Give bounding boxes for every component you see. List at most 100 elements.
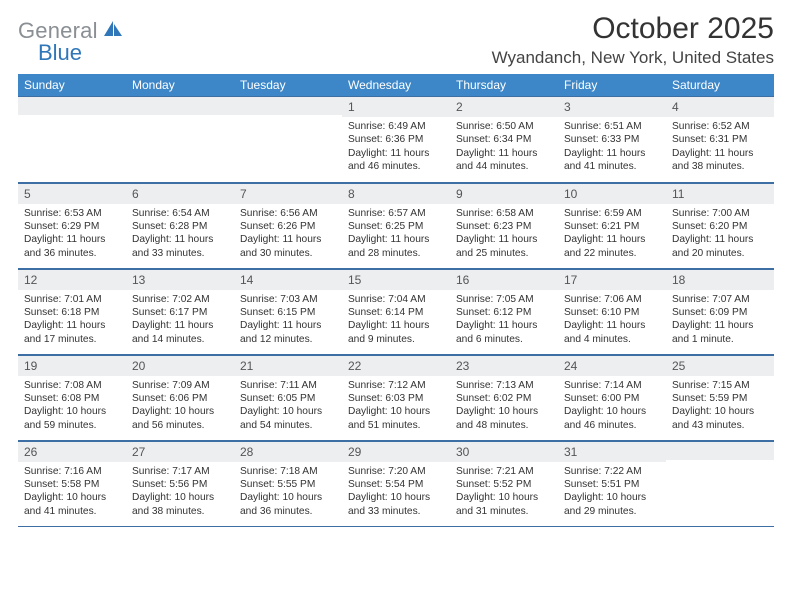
day-header: Friday [558,74,666,96]
calendar-day-cell: 4Sunrise: 6:52 AMSunset: 6:31 PMDaylight… [666,96,774,182]
day-number: 27 [126,441,234,462]
day-number: 19 [18,355,126,376]
day-info: Sunrise: 7:02 AMSunset: 6:17 PMDaylight:… [126,290,234,351]
day-number: 17 [558,269,666,290]
day-info: Sunrise: 6:58 AMSunset: 6:23 PMDaylight:… [450,204,558,265]
calendar-day-cell: 30Sunrise: 7:21 AMSunset: 5:52 PMDayligh… [450,440,558,526]
empty-daynum [234,96,342,115]
calendar-week-row: 19Sunrise: 7:08 AMSunset: 6:08 PMDayligh… [18,354,774,440]
calendar-day-cell: 25Sunrise: 7:15 AMSunset: 5:59 PMDayligh… [666,354,774,440]
calendar-day-cell: 8Sunrise: 6:57 AMSunset: 6:25 PMDaylight… [342,182,450,268]
day-number: 22 [342,355,450,376]
day-info: Sunrise: 6:54 AMSunset: 6:28 PMDaylight:… [126,204,234,265]
calendar-week-row: 26Sunrise: 7:16 AMSunset: 5:58 PMDayligh… [18,440,774,526]
calendar-empty-cell [666,440,774,526]
day-info: Sunrise: 7:05 AMSunset: 6:12 PMDaylight:… [450,290,558,351]
calendar-day-cell: 27Sunrise: 7:17 AMSunset: 5:56 PMDayligh… [126,440,234,526]
day-number: 6 [126,183,234,204]
day-number: 5 [18,183,126,204]
empty-daynum [126,96,234,115]
day-info: Sunrise: 7:21 AMSunset: 5:52 PMDaylight:… [450,462,558,523]
day-number: 29 [342,441,450,462]
calendar-day-cell: 14Sunrise: 7:03 AMSunset: 6:15 PMDayligh… [234,268,342,354]
day-info: Sunrise: 7:11 AMSunset: 6:05 PMDaylight:… [234,376,342,437]
day-info: Sunrise: 7:20 AMSunset: 5:54 PMDaylight:… [342,462,450,523]
day-number: 3 [558,96,666,117]
day-info: Sunrise: 6:57 AMSunset: 6:25 PMDaylight:… [342,204,450,265]
day-header: Wednesday [342,74,450,96]
calendar-day-cell: 18Sunrise: 7:07 AMSunset: 6:09 PMDayligh… [666,268,774,354]
day-header: Tuesday [234,74,342,96]
day-number: 4 [666,96,774,117]
calendar-day-cell: 9Sunrise: 6:58 AMSunset: 6:23 PMDaylight… [450,182,558,268]
calendar-table: SundayMondayTuesdayWednesdayThursdayFrid… [18,74,774,527]
day-info: Sunrise: 6:49 AMSunset: 6:36 PMDaylight:… [342,117,450,178]
day-info: Sunrise: 7:07 AMSunset: 6:09 PMDaylight:… [666,290,774,351]
day-number: 1 [342,96,450,117]
calendar-day-cell: 13Sunrise: 7:02 AMSunset: 6:17 PMDayligh… [126,268,234,354]
day-info: Sunrise: 7:12 AMSunset: 6:03 PMDaylight:… [342,376,450,437]
calendar-day-cell: 20Sunrise: 7:09 AMSunset: 6:06 PMDayligh… [126,354,234,440]
day-info: Sunrise: 6:52 AMSunset: 6:31 PMDaylight:… [666,117,774,178]
day-number: 30 [450,441,558,462]
calendar-day-cell: 1Sunrise: 6:49 AMSunset: 6:36 PMDaylight… [342,96,450,182]
day-info: Sunrise: 7:14 AMSunset: 6:00 PMDaylight:… [558,376,666,437]
location-label: Wyandanch, New York, United States [492,48,774,68]
day-number: 12 [18,269,126,290]
day-info: Sunrise: 7:18 AMSunset: 5:55 PMDaylight:… [234,462,342,523]
page-title: October 2025 [492,12,774,46]
calendar-day-cell: 21Sunrise: 7:11 AMSunset: 6:05 PMDayligh… [234,354,342,440]
logo-sail-icon [102,19,124,44]
day-info: Sunrise: 7:04 AMSunset: 6:14 PMDaylight:… [342,290,450,351]
day-header: Thursday [450,74,558,96]
day-info: Sunrise: 6:53 AMSunset: 6:29 PMDaylight:… [18,204,126,265]
calendar-day-cell: 23Sunrise: 7:13 AMSunset: 6:02 PMDayligh… [450,354,558,440]
day-info: Sunrise: 7:09 AMSunset: 6:06 PMDaylight:… [126,376,234,437]
day-number: 21 [234,355,342,376]
calendar-day-cell: 31Sunrise: 7:22 AMSunset: 5:51 PMDayligh… [558,440,666,526]
title-block: October 2025 Wyandanch, New York, United… [492,12,774,68]
calendar-day-cell: 15Sunrise: 7:04 AMSunset: 6:14 PMDayligh… [342,268,450,354]
day-number: 28 [234,441,342,462]
day-number: 10 [558,183,666,204]
day-info: Sunrise: 7:22 AMSunset: 5:51 PMDaylight:… [558,462,666,523]
empty-daynum [18,96,126,115]
calendar-day-cell: 6Sunrise: 6:54 AMSunset: 6:28 PMDaylight… [126,182,234,268]
day-number: 25 [666,355,774,376]
day-info: Sunrise: 6:56 AMSunset: 6:26 PMDaylight:… [234,204,342,265]
day-of-week-header-row: SundayMondayTuesdayWednesdayThursdayFrid… [18,74,774,96]
calendar-day-cell: 28Sunrise: 7:18 AMSunset: 5:55 PMDayligh… [234,440,342,526]
day-number: 8 [342,183,450,204]
day-info: Sunrise: 7:15 AMSunset: 5:59 PMDaylight:… [666,376,774,437]
calendar-day-cell: 10Sunrise: 6:59 AMSunset: 6:21 PMDayligh… [558,182,666,268]
calendar-empty-cell [126,96,234,182]
day-number: 13 [126,269,234,290]
calendar-day-cell: 16Sunrise: 7:05 AMSunset: 6:12 PMDayligh… [450,268,558,354]
logo-blue-row: Blue [38,40,82,66]
day-info: Sunrise: 7:08 AMSunset: 6:08 PMDaylight:… [18,376,126,437]
day-number: 26 [18,441,126,462]
day-number: 24 [558,355,666,376]
day-number: 23 [450,355,558,376]
day-number: 31 [558,441,666,462]
day-info: Sunrise: 7:06 AMSunset: 6:10 PMDaylight:… [558,290,666,351]
empty-daynum [666,441,774,460]
calendar-day-cell: 2Sunrise: 6:50 AMSunset: 6:34 PMDaylight… [450,96,558,182]
day-number: 2 [450,96,558,117]
day-info: Sunrise: 6:50 AMSunset: 6:34 PMDaylight:… [450,117,558,178]
day-info: Sunrise: 7:16 AMSunset: 5:58 PMDaylight:… [18,462,126,523]
calendar-week-row: 12Sunrise: 7:01 AMSunset: 6:18 PMDayligh… [18,268,774,354]
day-number: 14 [234,269,342,290]
header: General Blue October 2025 Wyandanch, New… [18,12,774,68]
calendar-day-cell: 5Sunrise: 6:53 AMSunset: 6:29 PMDaylight… [18,182,126,268]
day-number: 20 [126,355,234,376]
calendar-day-cell: 26Sunrise: 7:16 AMSunset: 5:58 PMDayligh… [18,440,126,526]
day-info: Sunrise: 7:01 AMSunset: 6:18 PMDaylight:… [18,290,126,351]
calendar-empty-cell [18,96,126,182]
calendar-empty-cell [234,96,342,182]
calendar-day-cell: 29Sunrise: 7:20 AMSunset: 5:54 PMDayligh… [342,440,450,526]
day-info: Sunrise: 7:17 AMSunset: 5:56 PMDaylight:… [126,462,234,523]
calendar-day-cell: 22Sunrise: 7:12 AMSunset: 6:03 PMDayligh… [342,354,450,440]
calendar-day-cell: 24Sunrise: 7:14 AMSunset: 6:00 PMDayligh… [558,354,666,440]
calendar-day-cell: 19Sunrise: 7:08 AMSunset: 6:08 PMDayligh… [18,354,126,440]
